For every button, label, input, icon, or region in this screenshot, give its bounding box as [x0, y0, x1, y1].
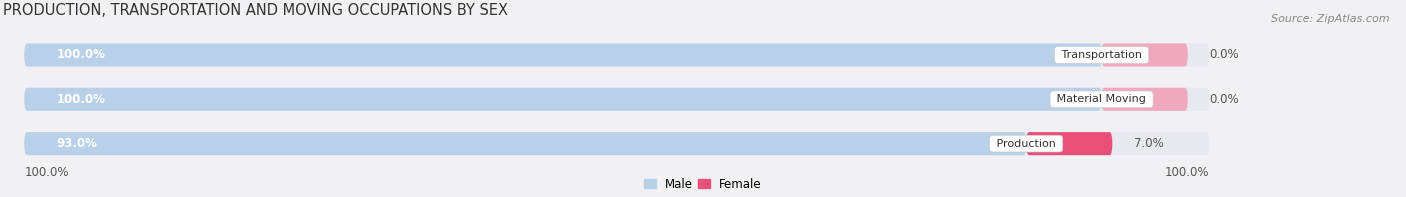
FancyBboxPatch shape	[24, 44, 1101, 67]
Text: PRODUCTION, TRANSPORTATION AND MOVING OCCUPATIONS BY SEX: PRODUCTION, TRANSPORTATION AND MOVING OC…	[3, 3, 508, 18]
Text: Material Moving: Material Moving	[1053, 94, 1150, 104]
FancyBboxPatch shape	[1101, 88, 1188, 111]
FancyBboxPatch shape	[24, 88, 1101, 111]
Text: 100.0%: 100.0%	[56, 93, 105, 106]
Text: 100.0%: 100.0%	[24, 166, 69, 179]
Text: 100.0%: 100.0%	[1164, 166, 1209, 179]
FancyBboxPatch shape	[24, 88, 1209, 111]
FancyBboxPatch shape	[1101, 44, 1188, 67]
Text: 0.0%: 0.0%	[1209, 48, 1239, 61]
FancyBboxPatch shape	[24, 132, 1026, 155]
Text: Source: ZipAtlas.com: Source: ZipAtlas.com	[1271, 14, 1389, 24]
FancyBboxPatch shape	[24, 44, 1209, 67]
Text: 93.0%: 93.0%	[56, 137, 97, 150]
FancyBboxPatch shape	[1026, 132, 1112, 155]
FancyBboxPatch shape	[24, 132, 1209, 155]
Text: 0.0%: 0.0%	[1209, 93, 1239, 106]
Text: 100.0%: 100.0%	[56, 48, 105, 61]
Text: 7.0%: 7.0%	[1133, 137, 1164, 150]
Text: Production: Production	[993, 139, 1059, 149]
Text: Transportation: Transportation	[1057, 50, 1146, 60]
Legend: Male, Female: Male, Female	[640, 173, 766, 195]
